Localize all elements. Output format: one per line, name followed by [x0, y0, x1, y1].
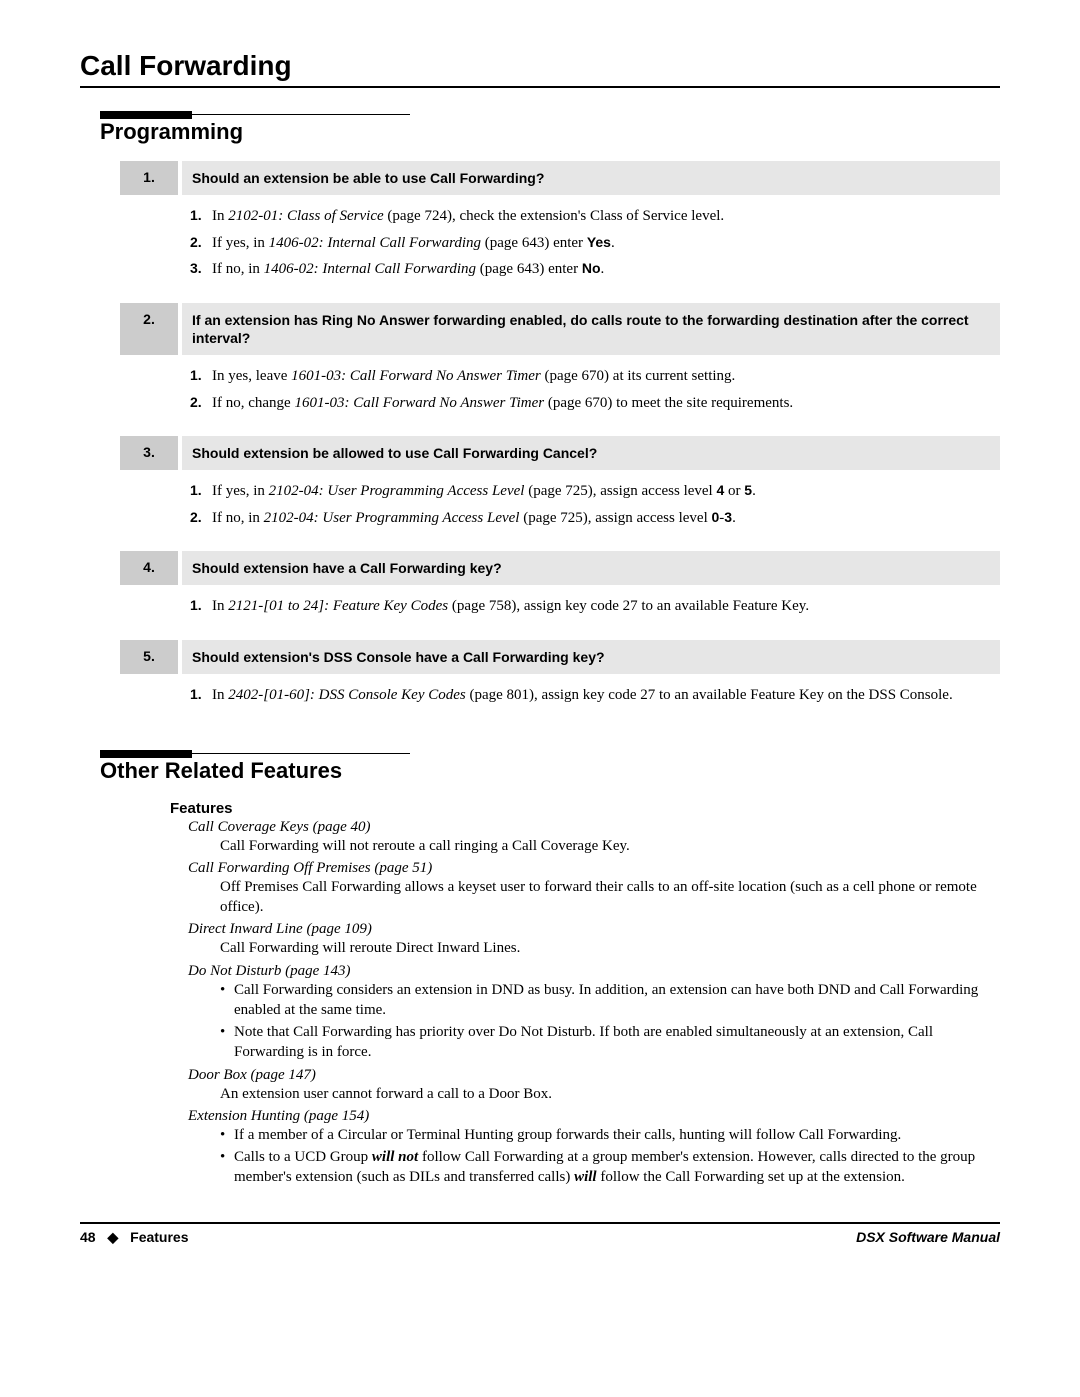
feature-title: Do Not Disturb (page 143): [170, 963, 1000, 980]
bullet-icon: •: [220, 1125, 234, 1145]
feature-bullet: •If a member of a Circular or Terminal H…: [220, 1125, 1000, 1145]
feature-item: Call Coverage Keys (page 40)Call Forward…: [170, 819, 1000, 856]
bullet-text: Calls to a UCD Group will not follow Cal…: [234, 1147, 1000, 1188]
step-number: 1.: [190, 595, 212, 618]
feature-bullet: •Calls to a UCD Group will not follow Ca…: [220, 1147, 1000, 1188]
step-text: In 2402-[01-60]: DSS Console Key Codes (…: [212, 684, 990, 707]
qa-number: 1.: [120, 161, 180, 195]
qa-step: 1.In 2102-01: Class of Service (page 724…: [190, 205, 990, 228]
step-text: In yes, leave 1601-03: Call Forward No A…: [212, 365, 990, 388]
section-rule-icon: [100, 753, 410, 754]
qa-answer-cell: 1.In 2121-[01 to 24]: Feature Key Codes …: [180, 585, 1000, 640]
qa-step: 2.If yes, in 1406-02: Internal Call Forw…: [190, 232, 990, 255]
feature-title: Call Forwarding Off Premises (page 51): [170, 860, 1000, 877]
qa-step: 1.In yes, leave 1601-03: Call Forward No…: [190, 365, 990, 388]
qa-step: 2.If no, in 2102-04: User Programming Ac…: [190, 507, 990, 530]
step-text: In 2121-[01 to 24]: Feature Key Codes (p…: [212, 595, 990, 618]
qa-header-row: 2.If an extension has Ring No Answer for…: [120, 303, 1000, 355]
qa-question: Should extension's DSS Console have a Ca…: [180, 640, 1000, 674]
qa-header-row: 3.Should extension be allowed to use Cal…: [120, 436, 1000, 470]
footer-section-label: Features: [130, 1229, 188, 1245]
step-number: 2.: [190, 507, 212, 530]
qa-answer-cell: 1.In yes, leave 1601-03: Call Forward No…: [180, 355, 1000, 436]
feature-bullets: •Call Forwarding considers an extension …: [170, 980, 1000, 1063]
section-rule-icon: [100, 114, 410, 115]
footer-rule: [80, 1222, 1000, 1224]
qa-answer-cell: 1.In 2102-01: Class of Service (page 724…: [180, 195, 1000, 303]
feature-desc: Call Forwarding will reroute Direct Inwa…: [170, 938, 1000, 958]
bullet-text: Note that Call Forwarding has priority o…: [234, 1022, 1000, 1063]
qa-step: 1.In 2121-[01 to 24]: Feature Key Codes …: [190, 595, 990, 618]
footer-manual-title: DSX Software Manual: [856, 1229, 1000, 1246]
bullet-icon: •: [220, 1147, 234, 1188]
qa-step: 3.If no, in 1406-02: Internal Call Forwa…: [190, 258, 990, 281]
step-number: 2.: [190, 232, 212, 255]
step-number: 1.: [190, 684, 212, 707]
qa-question: Should extension have a Call Forwarding …: [180, 551, 1000, 585]
feature-title: Extension Hunting (page 154): [170, 1108, 1000, 1125]
step-text: If yes, in 1406-02: Internal Call Forwar…: [212, 232, 990, 255]
feature-item: Extension Hunting (page 154)•If a member…: [170, 1108, 1000, 1188]
qa-blank-cell: [120, 355, 180, 436]
step-text: In 2102-01: Class of Service (page 724),…: [212, 205, 990, 228]
feature-item: Door Box (page 147)An extension user can…: [170, 1067, 1000, 1104]
feature-bullet: •Call Forwarding considers an extension …: [220, 980, 1000, 1021]
feature-title: Door Box (page 147): [170, 1067, 1000, 1084]
qa-step: 2.If no, change 1601-03: Call Forward No…: [190, 392, 990, 415]
bullet-text: If a member of a Circular or Terminal Hu…: [234, 1125, 901, 1145]
programming-qa-table: 1.Should an extension be able to use Cal…: [120, 161, 1000, 729]
feature-item: Do Not Disturb (page 143)•Call Forwardin…: [170, 963, 1000, 1063]
feature-item: Call Forwarding Off Premises (page 51)Of…: [170, 860, 1000, 918]
title-rule: [80, 86, 1000, 88]
qa-blank-cell: [120, 195, 180, 303]
qa-question: Should extension be allowed to use Call …: [180, 436, 1000, 470]
qa-blank-cell: [120, 674, 180, 729]
section-heading-programming: Programming: [100, 119, 1000, 145]
footer-left: 48 ◆ Features: [80, 1229, 189, 1246]
bullet-icon: •: [220, 1022, 234, 1063]
qa-header-row: 4.Should extension have a Call Forwardin…: [120, 551, 1000, 585]
feature-bullets: •If a member of a Circular or Terminal H…: [170, 1125, 1000, 1188]
features-label: Features: [170, 800, 1000, 817]
feature-desc: Off Premises Call Forwarding allows a ke…: [170, 877, 1000, 918]
qa-header-row: 1.Should an extension be able to use Cal…: [120, 161, 1000, 195]
bullet-icon: •: [220, 980, 234, 1021]
qa-number: 2.: [120, 303, 180, 355]
qa-number: 5.: [120, 640, 180, 674]
feature-title: Direct Inward Line (page 109): [170, 921, 1000, 938]
step-number: 1.: [190, 480, 212, 503]
step-text: If yes, in 2102-04: User Programming Acc…: [212, 480, 990, 503]
qa-number: 3.: [120, 436, 180, 470]
step-text: If no, in 2102-04: User Programming Acce…: [212, 507, 990, 530]
qa-question: If an extension has Ring No Answer forwa…: [180, 303, 1000, 355]
qa-step: 1.In 2402-[01-60]: DSS Console Key Codes…: [190, 684, 990, 707]
qa-blank-cell: [120, 585, 180, 640]
diamond-icon: ◆: [107, 1229, 118, 1245]
step-number: 1.: [190, 365, 212, 388]
feature-bullet: •Note that Call Forwarding has priority …: [220, 1022, 1000, 1063]
feature-item: Direct Inward Line (page 109)Call Forwar…: [170, 921, 1000, 958]
step-number: 3.: [190, 258, 212, 281]
step-text: If no, in 1406-02: Internal Call Forward…: [212, 258, 990, 281]
step-number: 2.: [190, 392, 212, 415]
step-text: If no, change 1601-03: Call Forward No A…: [212, 392, 990, 415]
page-title: Call Forwarding: [80, 50, 1000, 86]
feature-desc: An extension user cannot forward a call …: [170, 1084, 1000, 1104]
feature-desc: Call Forwarding will not reroute a call …: [170, 836, 1000, 856]
qa-step: 1.If yes, in 2102-04: User Programming A…: [190, 480, 990, 503]
feature-title: Call Coverage Keys (page 40): [170, 819, 1000, 836]
qa-answer-cell: 1.If yes, in 2102-04: User Programming A…: [180, 470, 1000, 551]
qa-question: Should an extension be able to use Call …: [180, 161, 1000, 195]
qa-header-row: 5.Should extension's DSS Console have a …: [120, 640, 1000, 674]
section-heading-other: Other Related Features: [100, 758, 1000, 784]
step-number: 1.: [190, 205, 212, 228]
qa-blank-cell: [120, 470, 180, 551]
qa-answer-cell: 1.In 2402-[01-60]: DSS Console Key Codes…: [180, 674, 1000, 729]
page-number: 48: [80, 1229, 96, 1245]
bullet-text: Call Forwarding considers an extension i…: [234, 980, 1000, 1021]
qa-number: 4.: [120, 551, 180, 585]
